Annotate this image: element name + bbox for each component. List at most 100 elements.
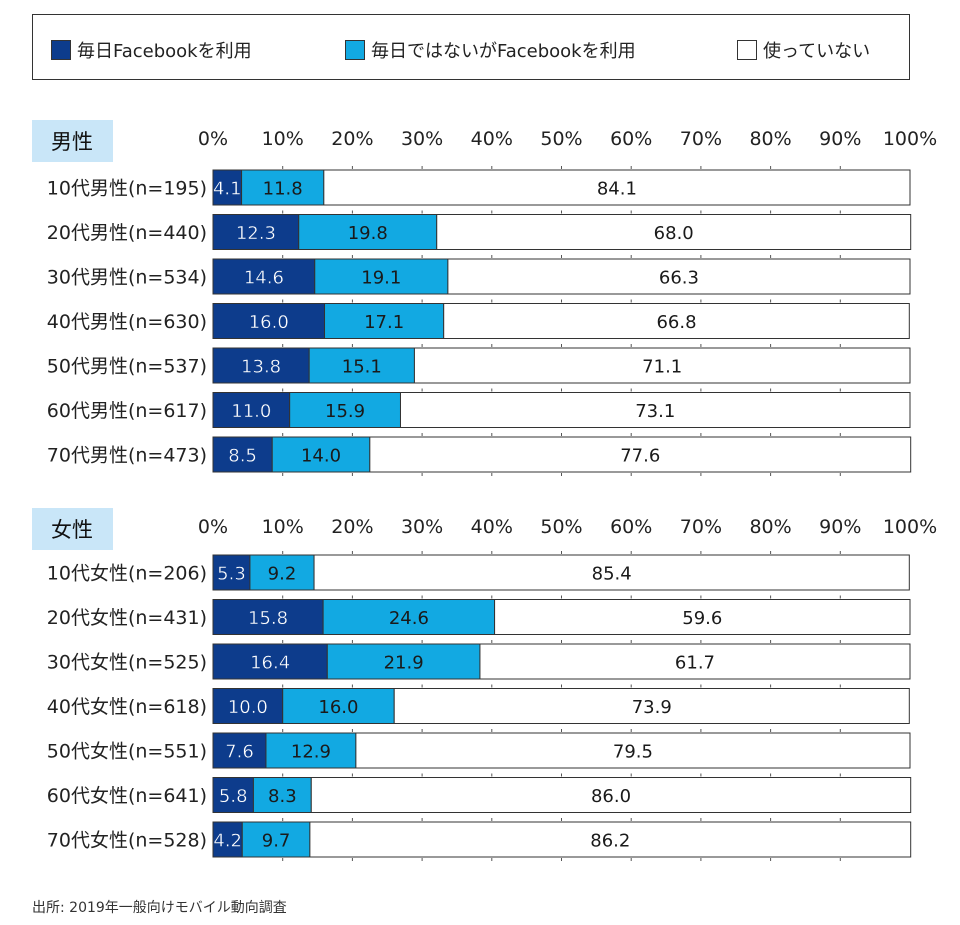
panel-1-category-label: 40代男性(n=630) [47,311,207,333]
panel-2-data-label-1: 15.8 [248,608,288,629]
panel-2-bar-3 [313,554,910,591]
legend-swatch-1 [51,40,71,60]
panel-2-bar-3 [393,688,910,724]
panel-1-data-label-3: 66.8 [656,312,696,333]
panel-2-data-label-3: 85.4 [592,564,632,585]
panel-1-data-label-3: 68.0 [654,223,694,244]
legend-label-2: 毎日ではないがFacebookを利用 [371,41,636,62]
panel-1-data-label-2: 15.9 [325,401,365,422]
panel-2-data-label-1: 10.0 [228,697,268,718]
panel-1-data-label-2: 19.1 [361,268,401,289]
panel-1-bar-2 [298,214,438,250]
panel-2-data-label-3: 73.9 [632,697,672,718]
panel-1-bar-3 [447,258,911,295]
panel-2-tick-label: 30% [401,516,443,538]
panel-1-bar-1 [212,436,273,473]
panel-2-tick-label: 90% [819,516,861,538]
panel-2-bar-2 [249,554,315,591]
panel-2-tick-label: 50% [540,516,582,538]
panel-1-bar-3 [443,303,910,339]
panel-2-bar-2 [252,777,312,813]
panel-1-category-label: 20代男性(n=440) [47,222,207,244]
panel-1-bar-1 [212,303,326,339]
panel-1-category-label: 10代男性(n=195) [47,178,207,200]
panel-2-bar-3 [310,777,912,813]
panel-2-tick-label: 100% [883,516,937,538]
panel-2-data-label-2: 12.9 [291,742,331,763]
panel-2-data-label-1: 5.3 [217,564,246,585]
panel-1-data-label-3: 84.1 [597,179,637,200]
panel-1-data-label-3: 77.6 [620,446,660,467]
panel-1-data-label-1: 13.8 [241,357,281,378]
panel-1-data-label-2: 11.8 [263,179,303,200]
panel-1-category-label: 60代男性(n=617) [47,400,207,422]
panel-1-bar-1 [212,258,316,295]
legend-item-3: 使っていない [737,37,870,63]
panel-1-tick-label: 30% [401,128,443,150]
legend-swatch-3 [737,40,757,60]
panel-1-category-label: 50代男性(n=537) [47,356,207,378]
panel-1-bar-3 [399,392,911,428]
panel-2-tick-label: 0% [198,516,228,538]
panel-2-bar-1 [212,732,267,769]
panel-1-bar-1 [212,347,310,384]
panel-1-bar-3 [369,436,912,473]
panel-1-label-bg [32,120,113,162]
panel-2-data-label-3: 86.0 [591,786,631,807]
panel-1-tick-label: 60% [610,128,652,150]
panel-2-tick-label: 80% [749,516,791,538]
panel-1-tick-label: 50% [540,128,582,150]
panel-2-category-label: 30代女性(n=525) [47,652,207,674]
panel-1-data-label-3: 73.1 [635,401,675,422]
panel-2-category-label: 60代女性(n=641) [47,785,207,807]
panel-2-bar-3 [494,599,911,635]
panel-1-data-label-1: 16.0 [249,312,289,333]
panel-2-data-label-3: 86.2 [590,831,630,852]
panel-1-bar-1 [212,214,300,250]
panel-1-tick-label: 100% [883,128,937,150]
panel-1-bar-3 [436,214,912,250]
panel-1-bar-2 [314,258,449,295]
panel-1-tick-label: 10% [262,128,304,150]
panel-1-category-label: 70代男性(n=473) [47,445,207,467]
panel-2-data-label-1: 7.6 [225,742,254,763]
panel-2-bar-3 [355,732,911,769]
panel-1-bar-3 [413,347,911,384]
panel-2-data-label-2: 9.2 [268,564,297,585]
legend-swatch-2 [345,40,365,60]
panel-2-bar-3 [479,643,911,680]
panel-1-data-label-1: 4.1 [213,179,242,200]
panel-2-bar-2 [326,643,481,680]
panel-2-tick-label: 70% [680,516,722,538]
panel-2-bar-1 [212,821,243,858]
panel-1-label: 男性 [51,130,93,154]
panel-2-label-bg [32,508,113,550]
panel-1-data-label-1: 12.3 [236,223,276,244]
legend-item-2: 毎日ではないがFacebookを利用 [345,37,636,63]
panel-2-bar-2 [322,599,496,635]
source-note: 出所: 2019年一般向けモバイル動向調査 [32,900,287,916]
panel-1-tick-label: 90% [819,128,861,150]
panel-2-bar-3 [309,821,912,858]
panel-1-bar-1 [212,392,291,428]
panel-1-tick-label: 0% [198,128,228,150]
panel-2-data-label-1: 5.8 [219,786,248,807]
panel-2-bar-1 [212,688,284,724]
panel-1-tick-label: 20% [331,128,373,150]
panel-1-data-label-1: 11.0 [231,401,271,422]
panel-2-data-label-3: 61.7 [675,653,715,674]
panel-1-tick-label: 70% [680,128,722,150]
panel-2-tick-label: 20% [331,516,373,538]
panel-2-label: 女性 [51,518,93,542]
panel-1-bar-2 [324,303,445,339]
panel-2-data-label-2: 9.7 [262,831,291,852]
panel-2-tick-label: 10% [262,516,304,538]
panel-2-data-label-1: 16.4 [250,653,290,674]
panel-1-data-label-2: 17.1 [364,312,404,333]
panel-2-category-label: 70代女性(n=528) [47,830,207,852]
panel-1-bar-1 [212,169,243,206]
panel-2-tick-label: 40% [471,516,513,538]
panel-1-data-label-1: 8.5 [228,446,257,467]
legend-item-1: 毎日Facebookを利用 [51,37,252,63]
